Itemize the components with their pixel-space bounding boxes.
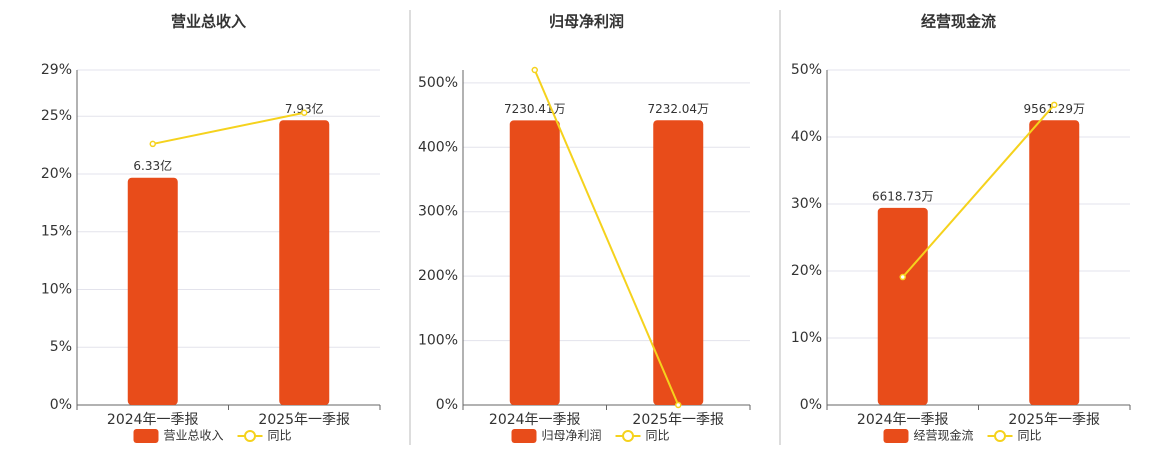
bar xyxy=(653,120,704,405)
legend-swatch xyxy=(133,429,159,443)
y-tick-label: 500% xyxy=(418,75,458,91)
bar xyxy=(509,120,560,405)
y-tick-label: 40% xyxy=(791,129,822,145)
chart-title: 营业总收入 xyxy=(171,13,246,31)
legend-label: 同比 xyxy=(268,429,292,443)
legend-label: 同比 xyxy=(646,429,670,443)
line xyxy=(533,69,680,406)
point xyxy=(301,109,308,116)
x-tick-label: 2024年一季报 xyxy=(489,412,581,428)
legend-label: 经营现金流 xyxy=(914,428,974,443)
legend-swatch xyxy=(622,430,635,442)
legend-swatch xyxy=(511,429,537,443)
y-tick-label: 0% xyxy=(800,397,822,413)
value-label: 7230.41万 xyxy=(504,102,566,116)
y-tick-label: 0% xyxy=(436,397,458,413)
x-tick-label: 2025年一季报 xyxy=(258,412,350,428)
line xyxy=(901,104,1056,278)
chart-title: 经营现金流 xyxy=(921,13,996,31)
point xyxy=(899,273,906,281)
bar xyxy=(279,120,330,405)
y-tick-label: 400% xyxy=(418,139,458,155)
bar xyxy=(877,207,928,405)
x-tick-label: 2024年一季报 xyxy=(107,412,199,428)
y-tick-label: 300% xyxy=(418,204,458,220)
bar xyxy=(1029,120,1080,405)
chart-title: 归母净利润 xyxy=(549,13,624,31)
y-tick-label: 200% xyxy=(418,268,458,284)
y-tick-label: 15% xyxy=(41,224,72,240)
value-label: 6.33亿 xyxy=(133,158,172,173)
point xyxy=(531,66,538,74)
legend-swatch xyxy=(883,429,909,443)
value-label: 7232.04万 xyxy=(647,102,709,116)
y-tick-label: 30% xyxy=(791,196,822,212)
y-tick-label: 50% xyxy=(791,62,822,78)
legend-label: 归母净利润 xyxy=(542,429,602,443)
x-tick-label: 2025年一季报 xyxy=(1008,412,1100,428)
y-tick-label: 5% xyxy=(50,339,72,355)
value-label: 6618.73万 xyxy=(872,189,934,203)
y-tick-label: 10% xyxy=(41,281,72,297)
value-label: 7.93亿 xyxy=(285,101,324,116)
line xyxy=(152,111,305,145)
y-tick-label: 10% xyxy=(791,330,822,346)
y-tick-label: 20% xyxy=(41,166,72,182)
y-tick-label: 25% xyxy=(41,108,72,124)
legend-label: 营业总收入 xyxy=(164,429,224,443)
bar xyxy=(127,177,178,405)
x-tick-label: 2025年一季报 xyxy=(632,412,724,428)
legend-label: 同比 xyxy=(1018,429,1042,443)
point xyxy=(675,401,682,409)
legend-swatch xyxy=(244,430,257,442)
point xyxy=(1051,101,1058,109)
y-tick-label: 20% xyxy=(791,263,822,279)
y-tick-label: 100% xyxy=(418,333,458,349)
x-tick-label: 2024年一季报 xyxy=(857,412,949,428)
point xyxy=(149,140,156,148)
value-label: 9561.29万 xyxy=(1023,102,1085,116)
y-tick-label: 0% xyxy=(50,397,72,413)
legend-swatch xyxy=(994,430,1007,442)
y-tick-label: 29% xyxy=(41,62,72,78)
